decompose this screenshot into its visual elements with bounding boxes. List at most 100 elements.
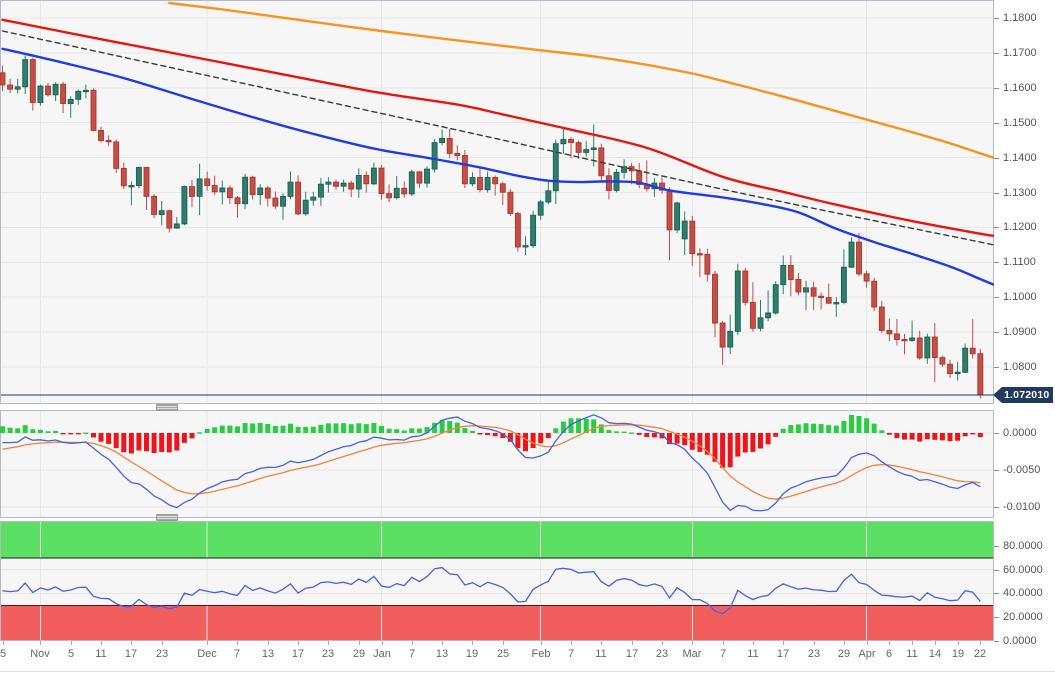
y-axis-tick <box>994 570 999 571</box>
x-axis-tick <box>889 641 890 645</box>
y-axis-tick <box>994 617 999 618</box>
x-axis-label: 7 <box>567 648 575 660</box>
x-axis-label: 11 <box>95 648 107 660</box>
x-axis-tick <box>3 641 4 645</box>
x-axis-label: Dec <box>197 648 217 660</box>
x-axis-tick <box>131 641 132 645</box>
x-axis-label: 23 <box>807 648 821 660</box>
x-axis-tick <box>662 641 663 645</box>
x-axis-tick <box>912 641 913 645</box>
x-axis-tick <box>359 641 360 645</box>
price-tag-value: 1.072010 <box>1002 387 1054 403</box>
x-axis-tick <box>442 641 443 645</box>
x-axis-tick <box>237 641 238 645</box>
x-axis-label: 19 <box>951 648 965 660</box>
x-axis-tick <box>328 641 329 645</box>
y-axis-label: 1.1400 <box>1003 152 1037 164</box>
y-axis-tick <box>994 123 999 124</box>
x-axis-tick <box>40 641 41 645</box>
ma-mid <box>1 18 994 238</box>
x-axis-label: Apr <box>858 648 876 660</box>
x-axis-tick <box>783 641 784 645</box>
y-axis-label: 80.0000 <box>1003 540 1043 552</box>
rsi-panel[interactable] <box>0 521 994 641</box>
y-axis-tick <box>994 18 999 19</box>
x-axis-tick <box>935 641 936 645</box>
x-axis-tick <box>412 641 413 645</box>
x-axis-tick <box>162 641 163 645</box>
x-axis-tick <box>814 641 815 645</box>
y-axis-tick <box>994 88 999 89</box>
x-axis-label: 13 <box>435 648 449 660</box>
x-axis-label: 19 <box>465 648 479 660</box>
y-axis-label: 1.1100 <box>1003 256 1036 268</box>
y-axis-label: 1.1600 <box>1003 82 1037 94</box>
rsi-line <box>2 566 981 615</box>
x-axis-tick <box>958 641 959 645</box>
y-axis-label: 20.0000 <box>1003 611 1043 623</box>
x-axis-tick <box>571 641 572 645</box>
y-axis-label: 40.0000 <box>1003 587 1043 599</box>
y-axis-label: 0.0000 <box>1003 427 1037 439</box>
y-axis-label: 0.0000 <box>1003 635 1037 647</box>
x-axis-label: 7 <box>719 648 727 660</box>
macd-panel-resize-handle-icon[interactable] <box>156 404 178 411</box>
x-axis-label: 17 <box>625 648 639 660</box>
x-axis-label: 14 <box>928 648 942 660</box>
price-tag-arrow-icon <box>993 387 1002 403</box>
y-axis-label: -0.0050 <box>1003 464 1041 476</box>
x-axis-tick <box>867 641 868 645</box>
divider <box>0 671 1055 672</box>
x-axis-tick <box>298 641 299 645</box>
x-axis-tick <box>753 641 754 645</box>
x-axis-label: 29 <box>837 648 851 660</box>
x-axis-label: 11 <box>747 648 759 660</box>
y-axis-tick <box>994 227 999 228</box>
macd-line <box>2 414 981 512</box>
price-panel[interactable] <box>0 0 994 404</box>
x-axis-tick <box>268 641 269 645</box>
x-axis-label: 5 <box>0 648 7 660</box>
macd-panel[interactable] <box>0 410 994 518</box>
overbought-zone <box>1 522 993 558</box>
time-axis: 5 Nov 5 11 17 23 Dec 7 13 17 23 29 Jan 7 13 19 25 Feb 7 11 1… <box>0 641 1055 667</box>
x-axis-label: 29 <box>352 648 366 660</box>
macd-signal-line <box>2 424 981 500</box>
x-axis-tick <box>980 641 981 645</box>
x-axis-label: 13 <box>261 648 275 660</box>
y-axis-label: 1.1500 <box>1003 117 1037 129</box>
x-axis-label: 11 <box>595 648 607 660</box>
x-axis-tick <box>207 641 208 645</box>
rsi-panel-resize-handle-icon[interactable] <box>156 514 178 521</box>
x-axis-tick <box>382 641 383 645</box>
y-axis-tick <box>994 332 999 333</box>
x-axis-tick <box>844 641 845 645</box>
x-axis-tick <box>541 641 542 645</box>
x-axis-label: 17 <box>776 648 790 660</box>
y-axis-gutter: 1.1800 1.1700 1.1600 1.1500 1.1400 1.1300 1.12… <box>994 0 1055 660</box>
x-axis-label: Mar <box>682 648 702 660</box>
x-axis-label: 6 <box>885 648 893 660</box>
y-axis-label: 1.0800 <box>1003 361 1037 373</box>
y-axis-tick <box>994 193 999 194</box>
ma-fast <box>1 47 994 287</box>
y-axis-tick <box>994 641 999 642</box>
x-axis-label: 22 <box>973 648 987 660</box>
y-axis-tick <box>994 158 999 159</box>
x-axis-tick <box>601 641 602 645</box>
x-axis-label: 23 <box>155 648 169 660</box>
x-axis-label: 25 <box>496 648 510 660</box>
y-axis-label: 1.1300 <box>1003 187 1037 199</box>
y-axis-label: 1.1700 <box>1003 47 1037 59</box>
y-axis-tick <box>994 507 999 508</box>
x-axis-tick <box>71 641 72 645</box>
x-axis-label: 7 <box>233 648 241 660</box>
ma-slow <box>168 1 994 160</box>
x-axis-label: 17 <box>291 648 305 660</box>
y-axis-label: 1.1000 <box>1003 291 1037 303</box>
y-axis-tick <box>994 262 999 263</box>
y-axis-label: 1.0900 <box>1003 326 1037 338</box>
y-axis-tick <box>994 470 999 471</box>
y-axis-label: -0.0100 <box>1003 501 1041 513</box>
